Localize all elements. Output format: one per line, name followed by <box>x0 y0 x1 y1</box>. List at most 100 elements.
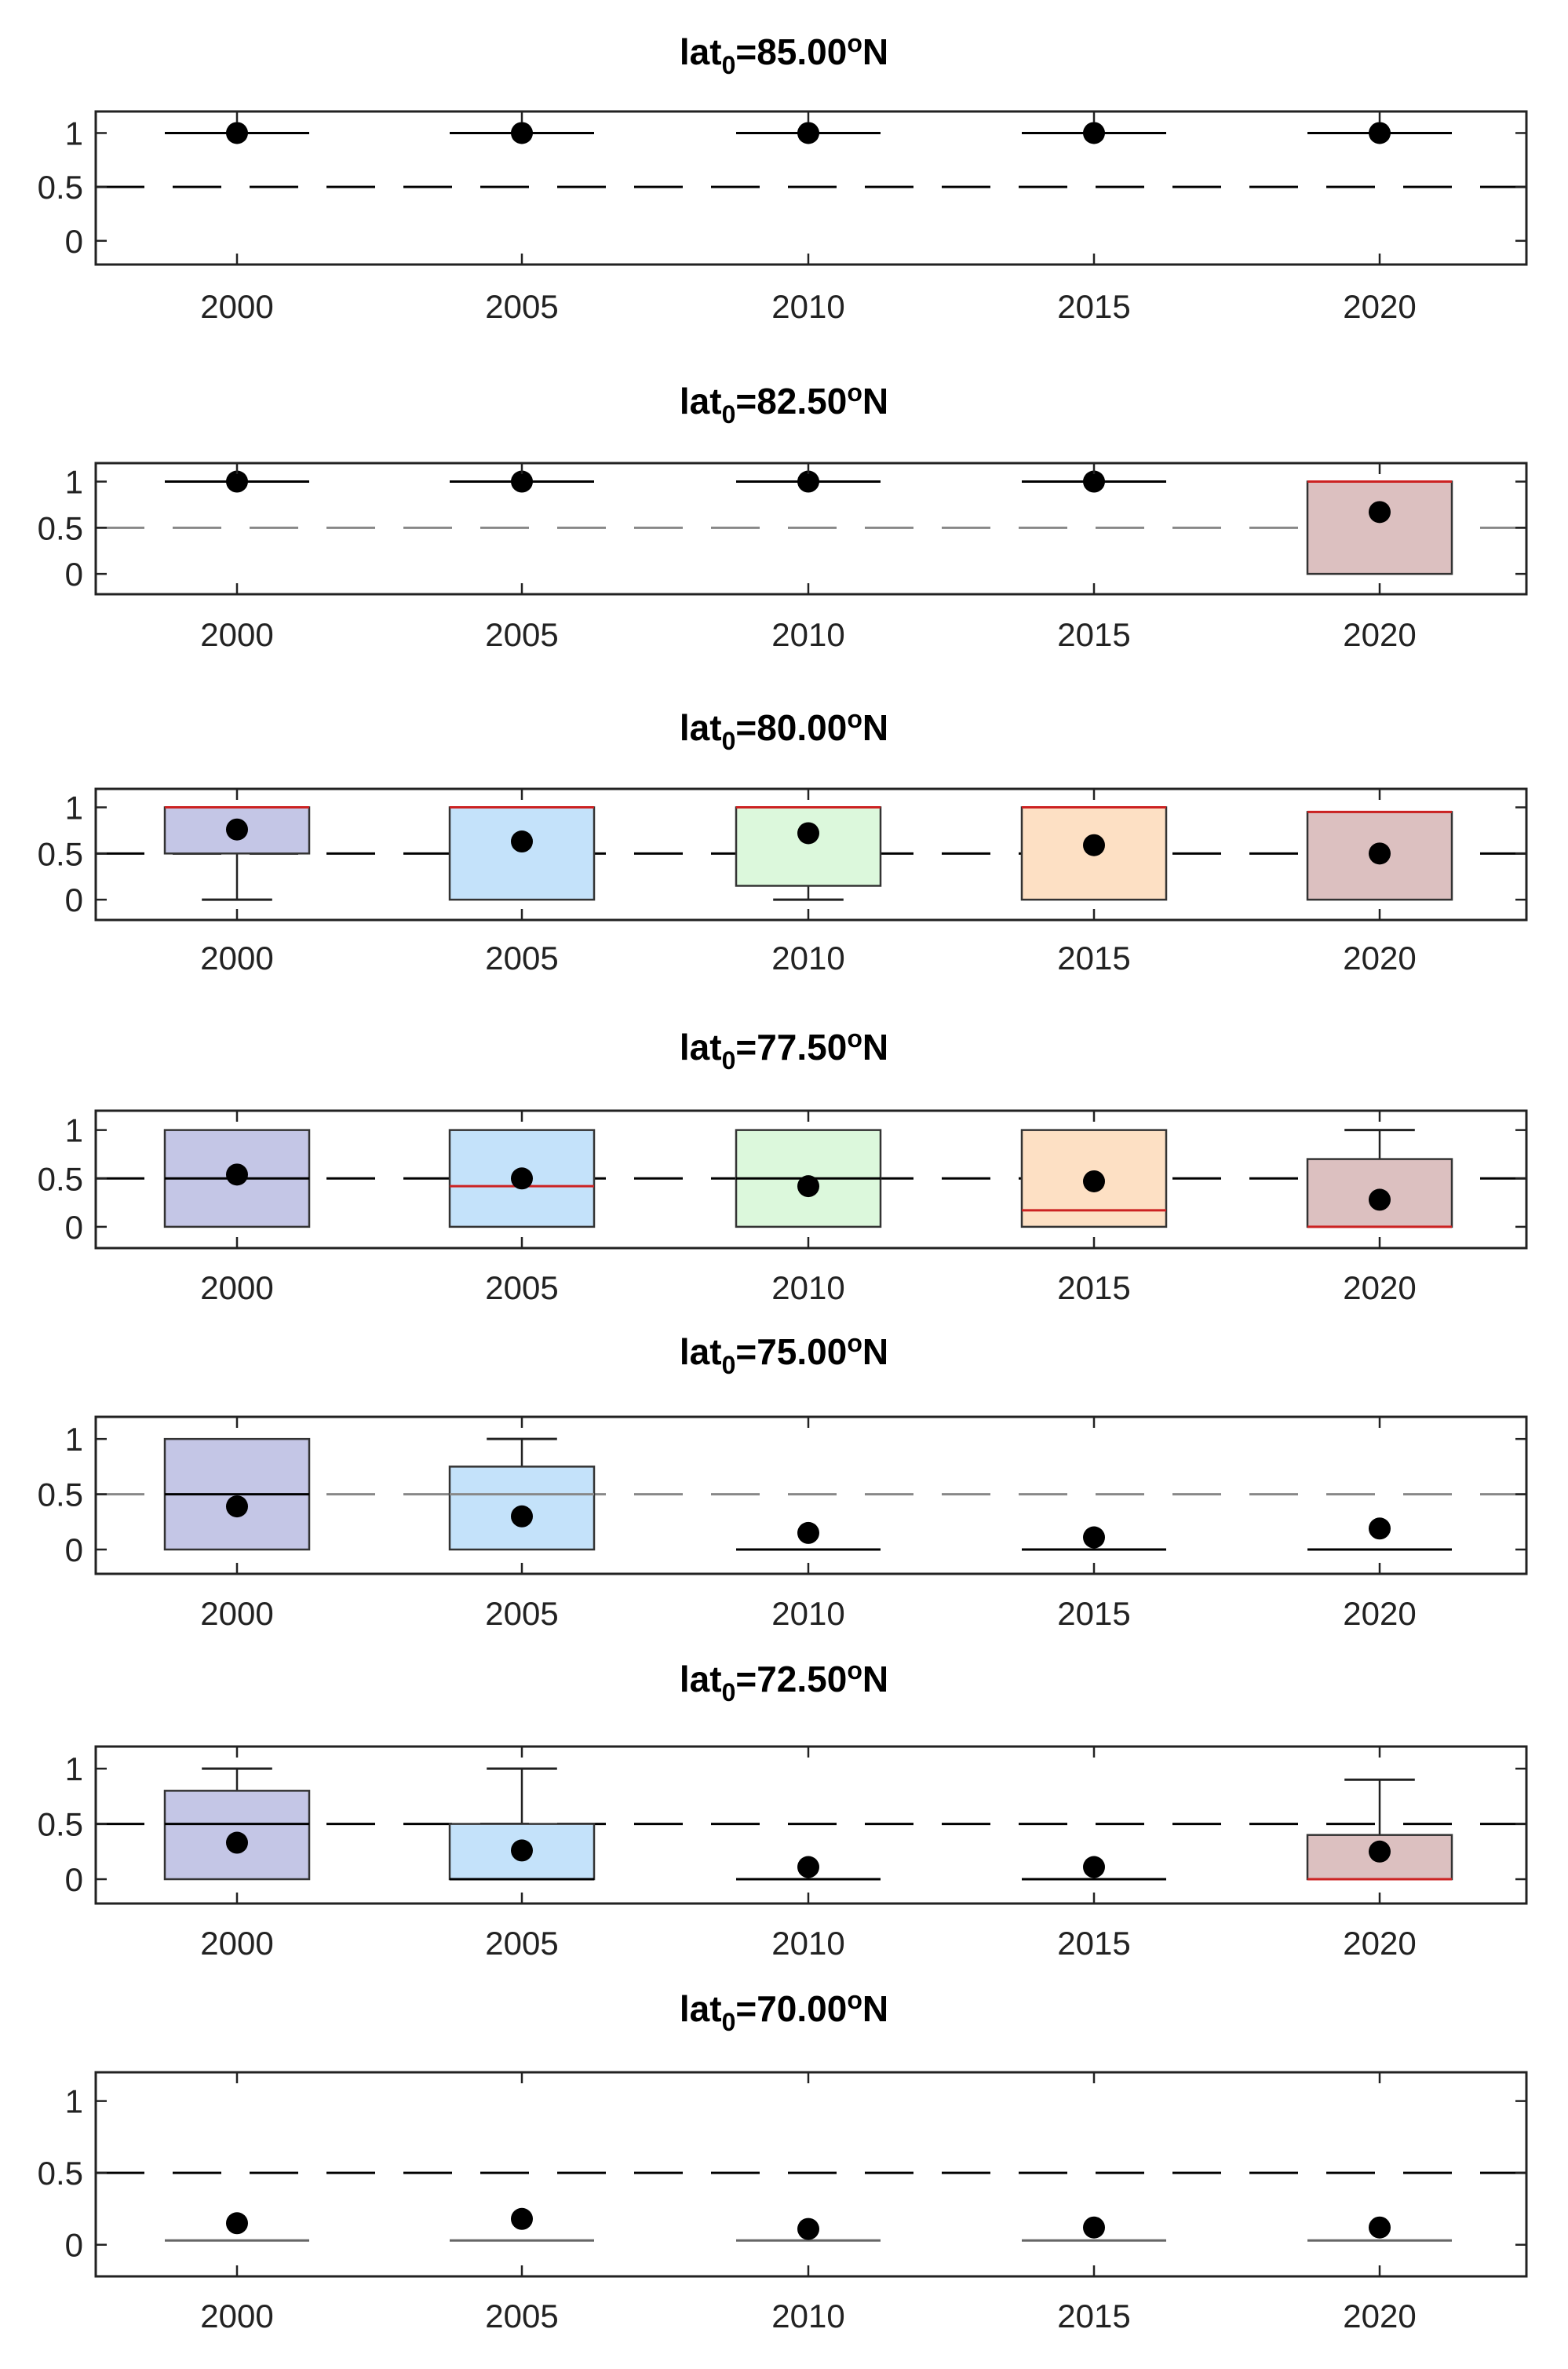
mean-marker <box>797 1856 819 1878</box>
y-tick-label: 0.5 <box>38 509 83 546</box>
y-tick-label: 0 <box>65 1531 83 1568</box>
mean-marker <box>1083 470 1105 493</box>
mean-marker <box>511 830 533 853</box>
mean-marker <box>511 1839 533 1862</box>
y-tick-label: 0 <box>65 882 83 918</box>
x-tick-label: 2015 <box>1057 1595 1130 1632</box>
y-tick-label: 1 <box>65 1421 83 1458</box>
x-tick-label: 2010 <box>771 2298 844 2334</box>
panel-2: lat0=80.00oN 1 0.5 0 2000 2005 2010 2015 2020 <box>38 705 1528 976</box>
x-tick-label: 2010 <box>771 1595 844 1632</box>
mean-marker <box>797 122 819 144</box>
box-2015 <box>1022 2216 1166 2242</box>
axes-frame <box>94 2071 1528 2278</box>
box-2000 <box>165 122 309 144</box>
box-2020 <box>1306 1778 1453 1881</box>
box-2020 <box>1307 1517 1452 1551</box>
box-body <box>448 806 596 901</box>
box-2010 <box>736 122 881 144</box>
box-2005 <box>450 122 594 144</box>
x-tick-label: 2015 <box>1057 2298 1130 2334</box>
x-tick-label: 2005 <box>485 288 558 325</box>
y-tick-label: 1 <box>65 790 83 827</box>
x-tick-label: 2010 <box>771 1269 844 1306</box>
x-tick-label: 2000 <box>200 2298 273 2334</box>
box-2015 <box>1020 1129 1168 1228</box>
x-tick-label: 2010 <box>771 288 844 325</box>
x-tick-label: 2010 <box>771 616 844 653</box>
x-tick-label: 2000 <box>200 616 273 653</box>
box-2020 <box>1306 1129 1453 1228</box>
x-tick-label: 2000 <box>200 1269 273 1306</box>
mean-marker <box>226 470 248 493</box>
y-tick-label: 0.5 <box>38 1160 83 1197</box>
y-tick-label: 1 <box>65 1112 83 1149</box>
x-tick-label: 2020 <box>1343 1595 1416 1632</box>
y-tick-label: 1 <box>65 2083 83 2120</box>
panel-title: lat0=80.00oN <box>680 705 888 755</box>
y-tick-label: 0 <box>65 1861 83 1898</box>
y-tick-label: 0 <box>65 1209 83 1246</box>
box-body <box>735 806 882 887</box>
box-2005 <box>448 1767 596 1881</box>
mean-marker <box>797 2218 819 2240</box>
box-2005 <box>450 2207 594 2242</box>
box-2005 <box>450 470 594 493</box>
panel-title: lat0=70.00oN <box>680 1986 888 2036</box>
mean-marker <box>797 1175 819 1198</box>
panel-1: lat0=82.50oN 1 0.5 0 2000 2005 2010 2015 2020 <box>38 378 1528 653</box>
box-2000 <box>165 2212 309 2242</box>
axes-frame <box>94 110 1528 266</box>
x-tick-label: 2005 <box>485 2298 558 2334</box>
mean-marker <box>226 1495 248 1518</box>
panel-title: lat0=77.50oN <box>680 1024 888 1075</box>
box-2015 <box>1022 1856 1166 1881</box>
mean-marker <box>797 1521 819 1544</box>
mean-marker <box>1083 834 1105 856</box>
mean-marker <box>1369 122 1391 144</box>
x-tick-label: 2010 <box>771 1925 844 1962</box>
x-tick-label: 2015 <box>1057 1269 1130 1306</box>
mean-marker <box>1083 122 1105 144</box>
y-tick-label: 0.5 <box>38 169 83 206</box>
mean-marker <box>226 818 248 841</box>
box-2000 <box>163 1437 311 1551</box>
box-2010 <box>736 1856 881 1881</box>
mean-marker <box>1083 1170 1105 1192</box>
x-tick-label: 2020 <box>1343 1925 1416 1962</box>
panel-0: lat0=85.00oN 1 0.5 0 2000 2005 2010 2015 2020 <box>38 29 1528 325</box>
y-tick-label: 1 <box>65 115 83 151</box>
mean-marker <box>226 2212 248 2235</box>
panel-4: lat0=75.00oN 1 0.5 0 2000 2005 2010 2015 2020 <box>38 1329 1528 1632</box>
box-2020 <box>1306 480 1453 575</box>
x-tick-label: 2020 <box>1343 616 1416 653</box>
y-tick-label: 0 <box>65 2227 83 2264</box>
panel-6: lat0=70.00oN 1 0.5 0 2000 2005 2010 2015 2020 <box>38 1986 1528 2334</box>
x-tick-label: 2000 <box>200 1595 273 1632</box>
mean-marker <box>1369 842 1391 865</box>
x-tick-label: 2020 <box>1343 2298 1416 2334</box>
box-2020 <box>1306 810 1453 901</box>
mean-marker <box>1369 2216 1391 2239</box>
x-tick-label: 2000 <box>200 940 273 976</box>
y-tick-label: 0.5 <box>38 835 83 872</box>
x-tick-label: 2020 <box>1343 1269 1416 1306</box>
x-tick-label: 2000 <box>200 1925 273 1962</box>
panel-5: lat0=72.50oN 1 0.5 0 2000 2005 2010 2015 2020 <box>38 1656 1528 1962</box>
mean-marker <box>1083 1856 1105 1878</box>
y-tick-label: 1 <box>65 464 83 501</box>
box-2010 <box>736 2218 881 2242</box>
y-tick-label: 0.5 <box>38 2155 83 2192</box>
mean-marker <box>511 2207 533 2230</box>
x-tick-label: 2005 <box>485 616 558 653</box>
mean-marker <box>1369 1517 1391 1540</box>
box-2010 <box>736 470 881 493</box>
box-2010 <box>735 806 882 901</box>
panel-title: lat0=82.50oN <box>680 378 888 429</box>
mean-marker <box>1369 501 1391 524</box>
mean-marker <box>226 122 248 144</box>
box-2020 <box>1307 122 1452 144</box>
box-2020 <box>1307 2216 1452 2242</box>
mean-marker <box>797 470 819 493</box>
box-2000 <box>163 806 311 901</box>
